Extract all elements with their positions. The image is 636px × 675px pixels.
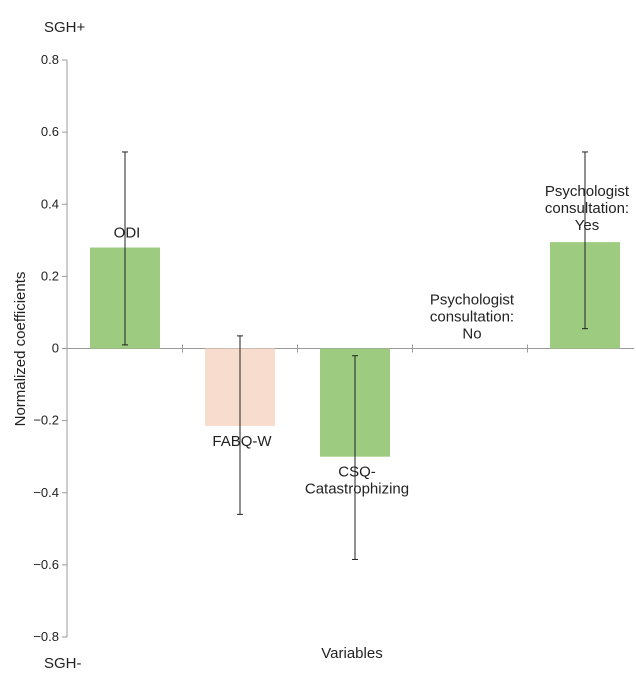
y-tick-label: 0	[52, 341, 59, 356]
category-label-line: ODI	[114, 225, 141, 242]
y-tick-label: 0.2	[41, 268, 59, 283]
category-label-line: FABQ-W	[212, 433, 272, 450]
category-label-line: CSQ-	[338, 464, 376, 481]
sgh-plus-label: SGH+	[44, 19, 86, 36]
category-label-line: consultation:	[545, 200, 629, 217]
y-tick-label: −0.2	[33, 413, 59, 428]
sgh-minus-label: SGH-	[44, 655, 82, 672]
y-tick-label: −0.8	[33, 629, 59, 644]
y-tick-label: −0.6	[33, 557, 59, 572]
category-label: ODI	[114, 225, 141, 242]
category-label-line: Catastrophizing	[305, 481, 409, 498]
category-label-line: Yes	[575, 217, 599, 234]
y-tick-label: 0.8	[41, 52, 59, 67]
y-tick-label: 0.4	[41, 196, 59, 211]
category-label-line: Psychologist	[430, 292, 515, 309]
x-axis-label: Variables	[321, 645, 382, 662]
category-label-line: Psychologist	[545, 183, 630, 200]
category-label: Psychologist consultation: Yes	[545, 183, 630, 234]
y-tick-label: −0.4	[33, 485, 59, 500]
category-label: CSQ-Catastrophizing	[305, 464, 409, 498]
y-axis-label: Normalized coefficients	[12, 272, 29, 427]
category-label-line: No	[462, 326, 481, 343]
category-label-line: consultation:	[430, 309, 514, 326]
category-label: Psychologist consultation: No	[430, 292, 515, 343]
category-label: FABQ-W	[212, 433, 272, 450]
y-tick-label: 0.6	[41, 124, 59, 139]
